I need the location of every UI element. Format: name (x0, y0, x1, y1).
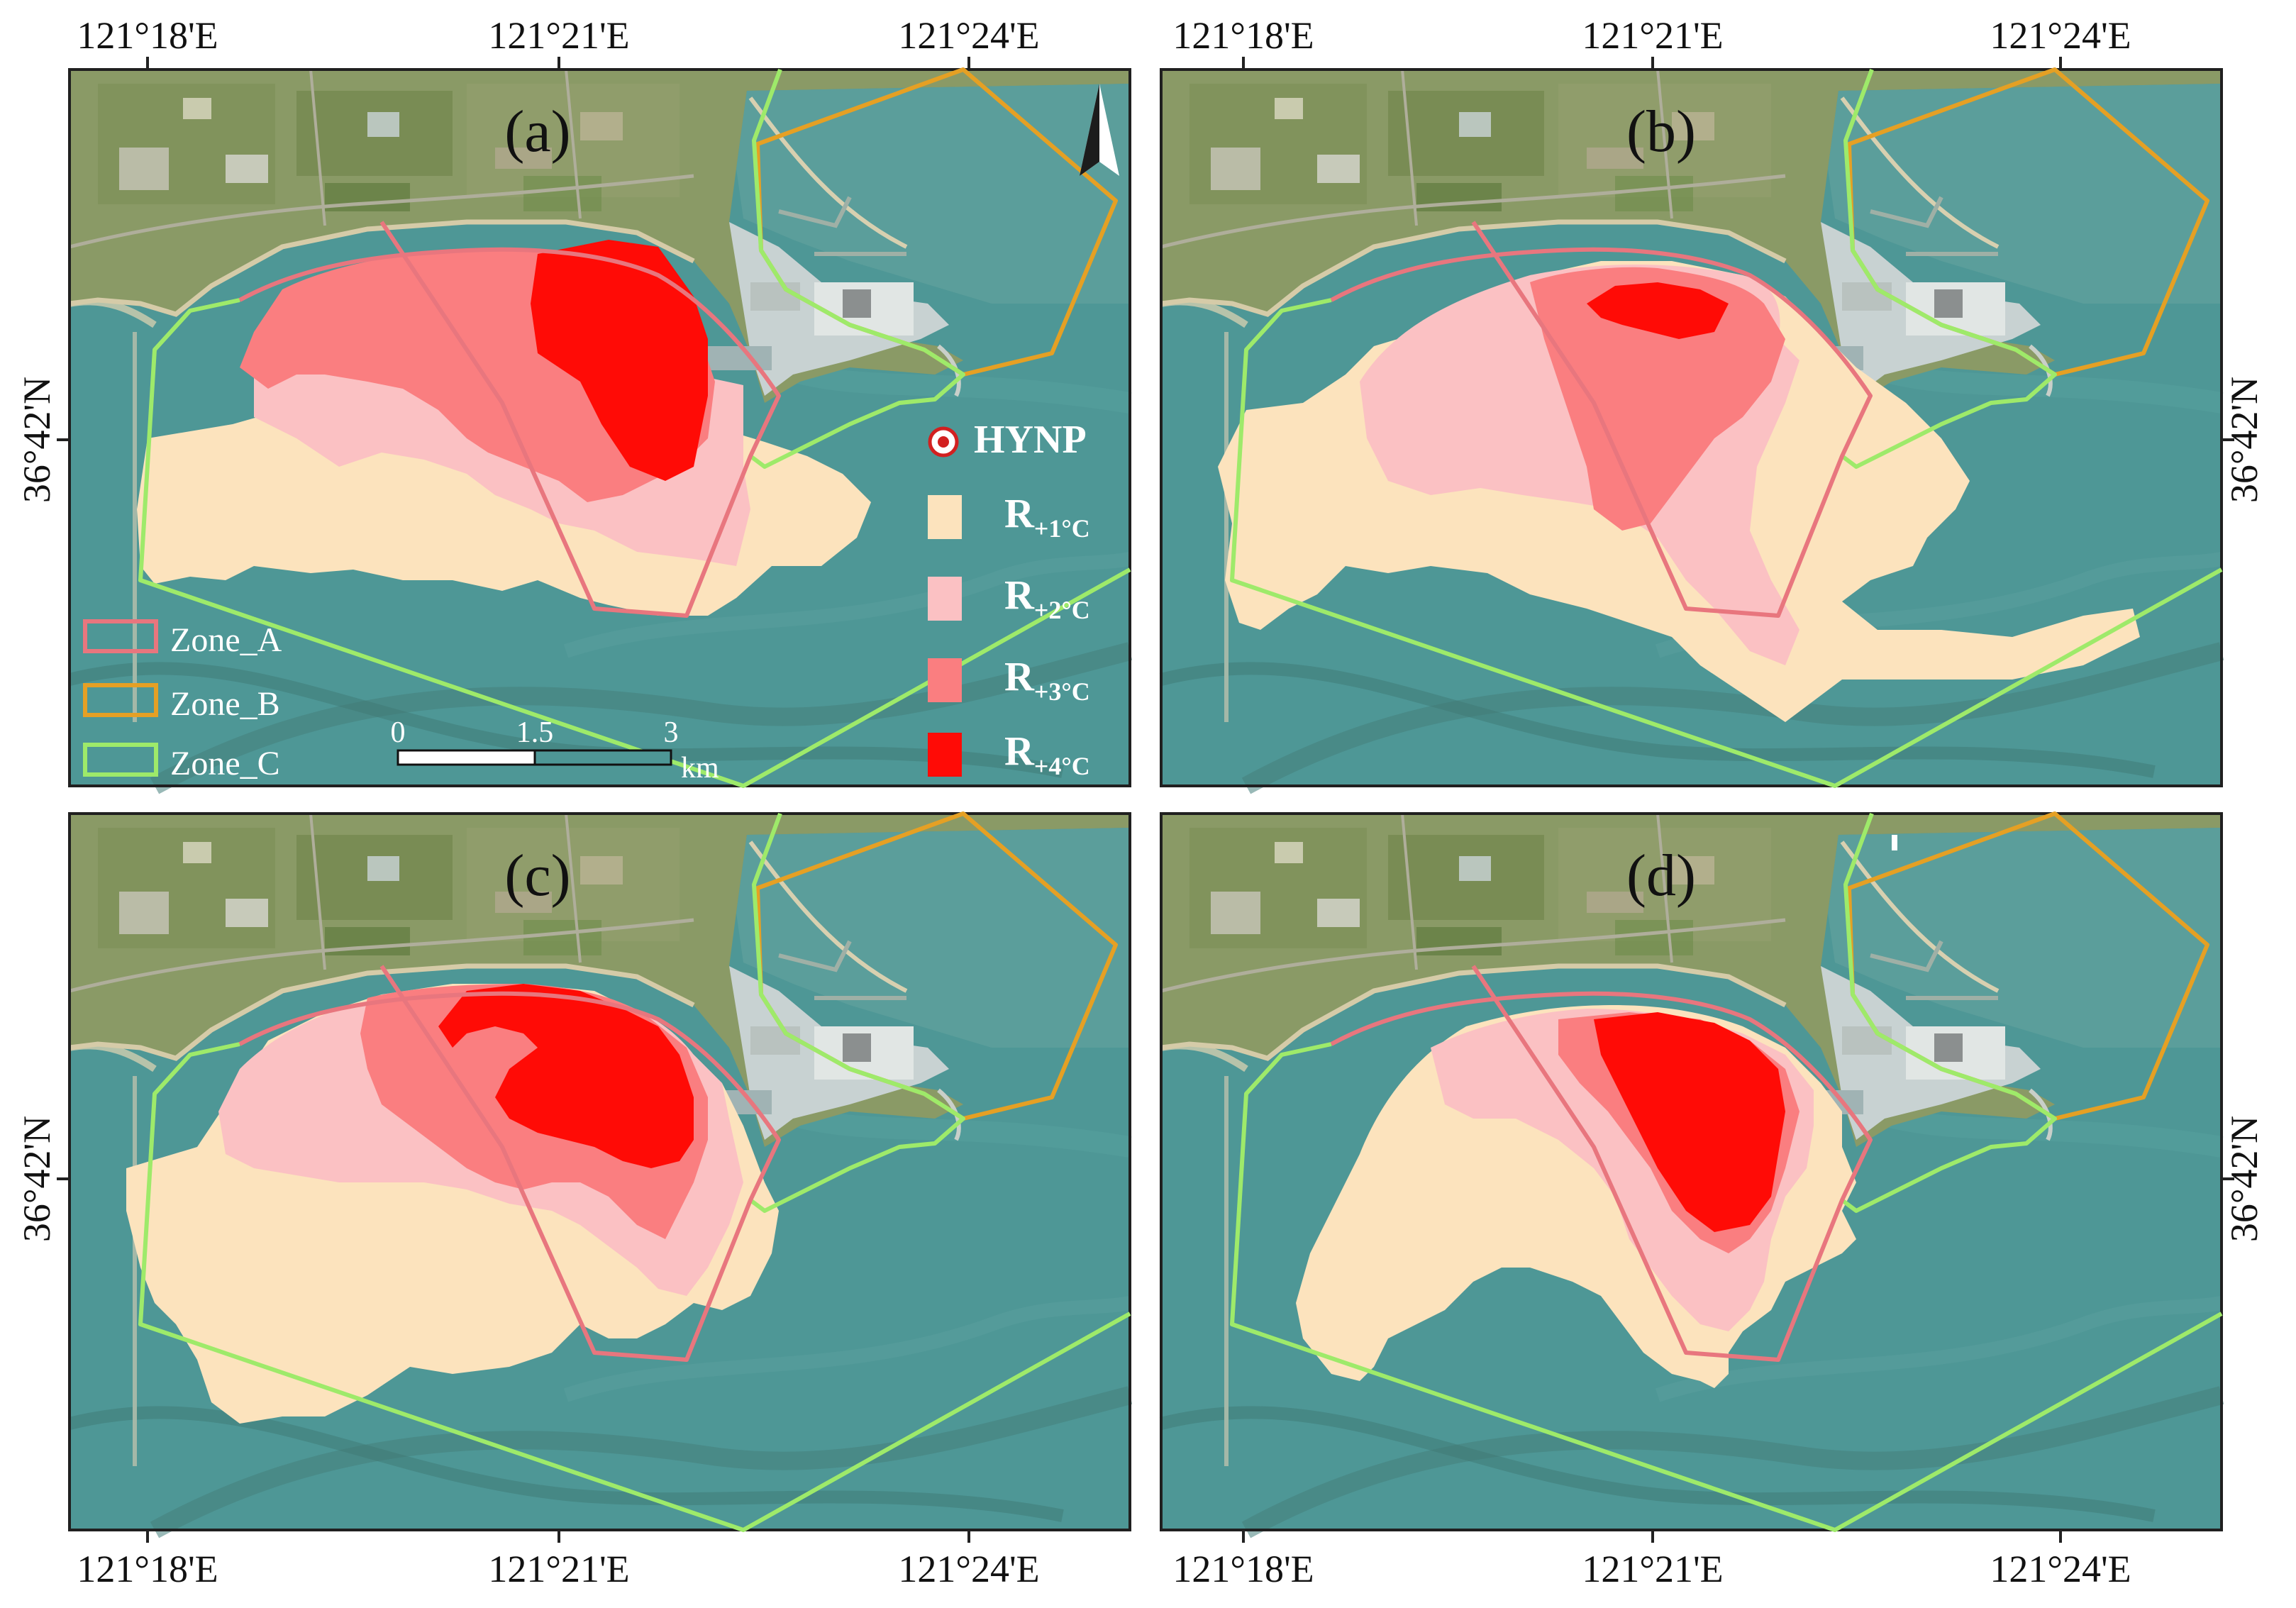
panel-a: (a) N HYNP R+1°C R+2°C R+3°C R+4°C Zone_… (70, 40, 1130, 786)
temp-legend-sub: +4°C (1034, 752, 1090, 780)
scale-tick: 1.5 (516, 716, 554, 749)
lon-tick-label: 121°18'E (1172, 14, 1314, 57)
zone-legend-swatch (83, 619, 158, 653)
panel-label: (d) (1626, 843, 1696, 909)
scale-tick: 3 (664, 716, 679, 749)
lon-tick-label: 121°24'E (898, 14, 1039, 57)
panel-label: (a) (504, 99, 570, 165)
lon-tick-label: 121°18'E (77, 1548, 218, 1590)
temp-legend: R+1°C R+2°C R+3°C R+4°C (928, 490, 1090, 780)
north-arrow-icon: N (1080, 40, 1119, 176)
zone-legend-label: Zone_B (170, 685, 280, 723)
scale-tick: 0 (391, 716, 406, 749)
temp-legend-label: R (1004, 572, 1035, 618)
temp-legend-swatch (928, 658, 962, 702)
lon-tick-label: 121°24'E (898, 1548, 1039, 1590)
temp-legend-swatch (928, 577, 962, 621)
hynp-marker-icon (928, 426, 959, 458)
lon-tick-label: 121°18'E (1172, 1548, 1314, 1590)
lat-tick-label: 36°42'N (2223, 377, 2266, 503)
svg-text:R+4°C: R+4°C (1004, 728, 1090, 780)
zone-legend-label: Zone_A (170, 621, 282, 659)
zone-legend-swatch (83, 683, 158, 717)
scale-unit: km (681, 752, 719, 784)
hynp-label: HYNP (974, 418, 1087, 462)
panel-label: (c) (504, 843, 570, 909)
svg-text:R+1°C: R+1°C (1004, 490, 1090, 543)
lat-tick-label: 36°42'N (16, 1116, 58, 1242)
lon-tick-label: 121°21'E (1582, 1548, 1723, 1590)
lon-tick-label: 121°24'E (1990, 14, 2131, 57)
temp-legend-sub: +1°C (1034, 514, 1090, 543)
svg-text:R+3°C: R+3°C (1004, 653, 1090, 706)
lon-tick-label: 121°21'E (1582, 14, 1723, 57)
zone-legend: Zone_A Zone_B Zone_C (83, 619, 282, 782)
scale-bar: 0 1.5 3 km (391, 716, 720, 784)
temp-legend-label: R (1004, 490, 1035, 536)
panel-d: (d) (1161, 814, 2222, 1530)
temp-legend-sub: +2°C (1034, 596, 1090, 624)
panel-c: (c) (70, 814, 1130, 1530)
lon-tick-label: 121°21'E (488, 14, 629, 57)
lon-tick-label: 121°18'E (77, 14, 218, 57)
lat-tick-label: 36°42'N (2223, 1116, 2266, 1242)
svg-text:R+2°C: R+2°C (1004, 572, 1090, 624)
lon-tick-label: 121°21'E (488, 1548, 629, 1590)
panel-label: (b) (1626, 99, 1696, 165)
zone-legend-swatch (83, 743, 158, 777)
lon-tick-label: 121°24'E (1990, 1548, 2131, 1590)
lat-tick-label: 36°42'N (16, 377, 58, 503)
temp-legend-swatch (928, 495, 962, 539)
temp-legend-label: R (1004, 728, 1035, 774)
zone-legend-label: Zone_C (170, 745, 280, 782)
temp-legend-sub: +3°C (1034, 677, 1090, 706)
temp-legend-label: R (1004, 653, 1035, 699)
temp-legend-swatch (928, 733, 962, 777)
north-arrow-label: N (1089, 40, 1110, 73)
panel-b: (b) (1161, 70, 2222, 786)
